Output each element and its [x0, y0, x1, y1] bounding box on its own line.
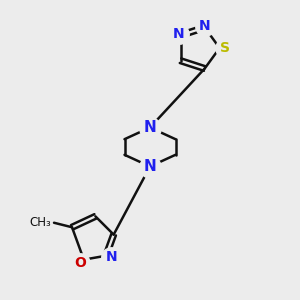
Text: CH₃: CH₃	[30, 216, 52, 229]
Text: N: N	[144, 159, 156, 174]
Text: O: O	[74, 256, 86, 270]
Text: N: N	[173, 27, 185, 41]
Text: N: N	[199, 19, 211, 33]
Text: S: S	[220, 41, 230, 55]
Text: N: N	[144, 120, 156, 135]
Text: N: N	[106, 250, 117, 264]
